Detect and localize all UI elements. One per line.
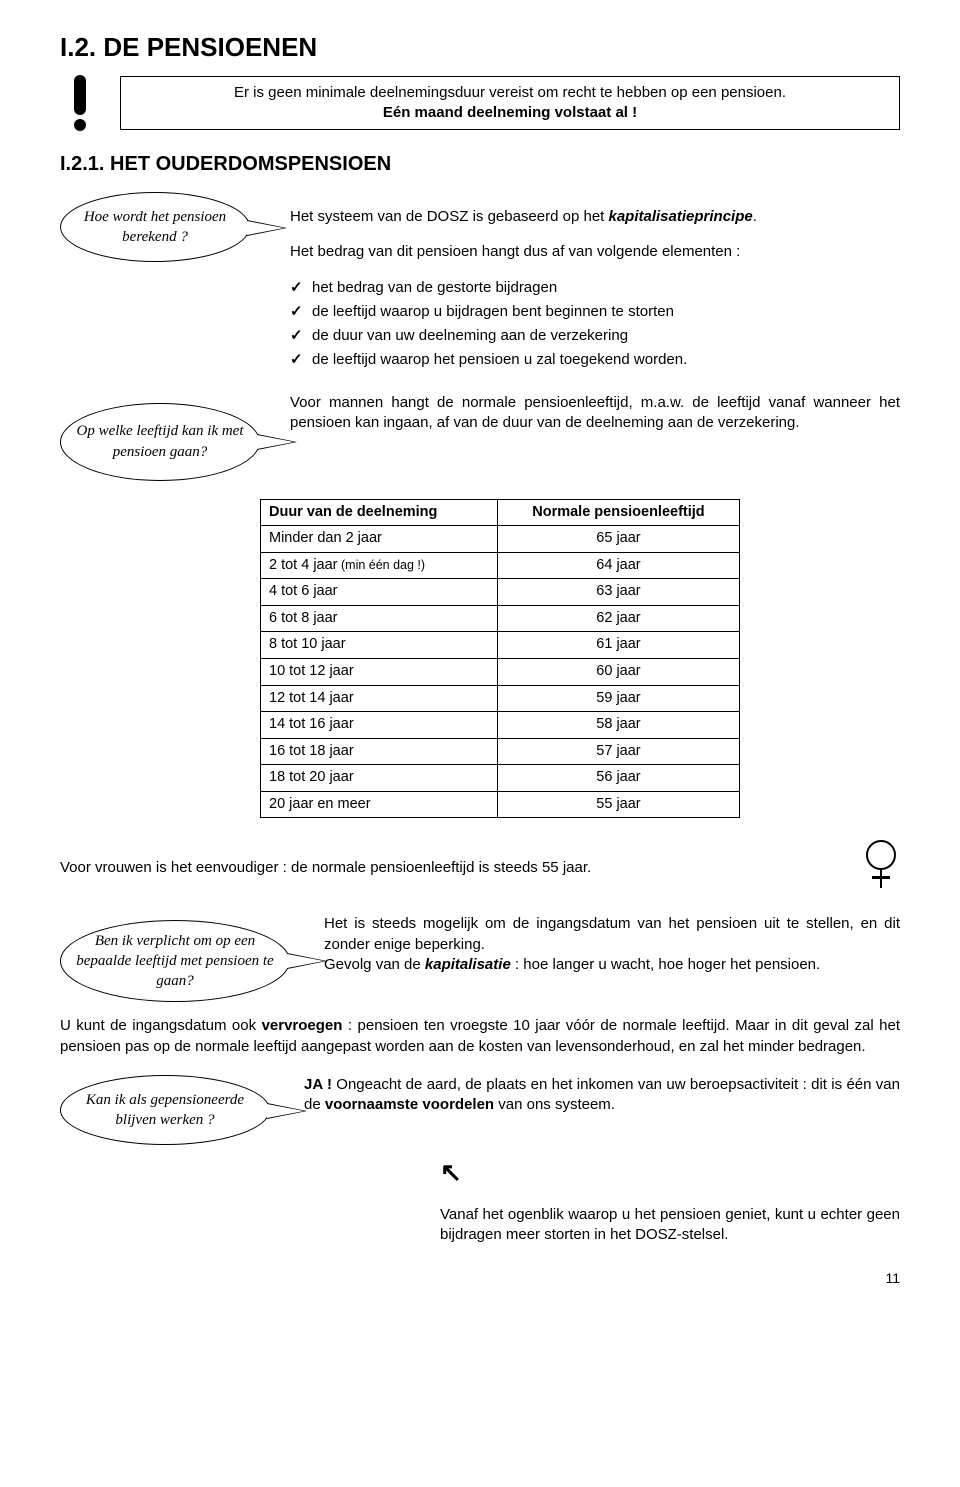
age-text: Voor mannen hangt de normale pensioenlee… — [290, 393, 900, 434]
table-row: 2 tot 4 jaar (min één dag !) 64 jaar — [261, 552, 740, 579]
speech-bubble-1: Hoe wordt het pensioen berekend ? — [60, 192, 250, 262]
duration-table: Duur van de deelneming Normale pensioenl… — [260, 499, 740, 819]
cell: 61 jaar — [497, 632, 739, 659]
cell: 57 jaar — [497, 738, 739, 765]
bubble-3-text: Ben ik verplicht om op een bepaalde leef… — [71, 931, 279, 992]
speech-bubble-4: Kan ik als gepensioneerde blijven werken… — [60, 1075, 270, 1145]
system-line-em: kapitalisatieprincipe — [609, 208, 753, 225]
table-row: 20 jaar en meer 55 jaar — [261, 791, 740, 818]
main-title: I.2. DE PENSIOENEN — [60, 30, 900, 65]
note-row: Er is geen minimale deelnemingsduur vere… — [60, 75, 900, 131]
cell: 14 tot 16 jaar — [269, 716, 354, 732]
bullet-item: het bedrag van de gestorte bijdragen — [290, 278, 900, 298]
women-text: Voor vrouwen is het eenvoudiger : de nor… — [60, 858, 844, 878]
cell: 65 jaar — [497, 526, 739, 553]
cell: 60 jaar — [497, 658, 739, 685]
kan-row: Kan ik als gepensioneerde blijven werken… — [60, 1075, 900, 1145]
women-row: Voor vrouwen is het eenvoudiger : de nor… — [60, 840, 900, 896]
table-row: 12 tot 14 jaar 59 jaar — [261, 685, 740, 712]
bullet-item: de leeftijd waarop het pensioen u zal to… — [290, 350, 900, 370]
cell-small: (min één dag !) — [338, 558, 426, 572]
table-row: 18 tot 20 jaar 56 jaar — [261, 765, 740, 792]
table-row: 6 tot 8 jaar 62 jaar — [261, 605, 740, 632]
oblig-post: : hoe langer u wacht, hoe hoger het pens… — [511, 956, 820, 973]
system-line-pre: Het systeem van de DOSZ is gebaseerd op … — [290, 208, 609, 225]
kan-text: JA ! Ongeacht de aard, de plaats en het … — [304, 1075, 900, 1116]
cell: 63 jaar — [497, 579, 739, 606]
exclamation-icon — [60, 75, 100, 131]
cell: 56 jaar — [497, 765, 739, 792]
oblig-em: kapitalisatie — [425, 956, 511, 973]
vervroegen-em: vervroegen — [262, 1017, 343, 1034]
cell: 59 jaar — [497, 685, 739, 712]
obligated-row: Ben ik verplicht om op een bepaalde leef… — [60, 914, 900, 1002]
age-row: Op welke leeftijd kan ik met pensioen ga… — [60, 393, 900, 481]
cell: 4 tot 6 jaar — [269, 583, 338, 599]
speech-bubble-2: Op welke leeftijd kan ik met pensioen ga… — [60, 403, 260, 481]
duration-table-wrap: Duur van de deelneming Normale pensioenl… — [260, 499, 740, 819]
bullet-item: de duur van uw deelneming aan de verzeke… — [290, 326, 900, 346]
cell: 18 tot 20 jaar — [269, 769, 354, 785]
bullet-item: de leeftijd waarop u bijdragen bent begi… — [290, 302, 900, 322]
speech-bubble-3: Ben ik verplicht om op een bepaalde leef… — [60, 920, 290, 1002]
cell: 2 tot 4 jaar — [269, 557, 338, 573]
cell: 8 tot 10 jaar — [269, 636, 346, 652]
ja-tail: van ons systeem. — [494, 1096, 615, 1113]
ja-em: voornaamste voordelen — [325, 1096, 494, 1113]
subtitle: I.2.1. HET OUDERDOMSPENSIOEN — [60, 151, 900, 178]
cell: 62 jaar — [497, 605, 739, 632]
table-row: 14 tot 16 jaar 58 jaar — [261, 712, 740, 739]
system-line: Het systeem van de DOSZ is gebaseerd op … — [290, 207, 900, 227]
cell: 64 jaar — [497, 552, 739, 579]
table-header-col2: Normale pensioenleeftijd — [497, 499, 739, 526]
vervroegen-pre: U kunt de ingangsdatum ook — [60, 1017, 262, 1034]
note-box: Er is geen minimale deelnemingsduur vere… — [120, 76, 900, 131]
note-line-2: Eén maand deelneming volstaat al ! — [131, 103, 889, 123]
cell: 6 tot 8 jaar — [269, 610, 338, 626]
arrow-icon: ↖ — [440, 1155, 900, 1190]
bullets-list: het bedrag van de gestorte bijdragen de … — [290, 278, 900, 371]
table-row: 16 tot 18 jaar 57 jaar — [261, 738, 740, 765]
table-header-col1: Duur van de deelneming — [261, 499, 498, 526]
bedrag-intro: Het bedrag van dit pensioen hangt dus af… — [290, 242, 900, 262]
note-line-1: Er is geen minimale deelnemingsduur vere… — [131, 83, 889, 103]
vanaf-text: Vanaf het ogenblik waarop u het pensioen… — [440, 1205, 900, 1246]
page-number: 11 — [60, 1269, 900, 1288]
cell: 20 jaar en meer — [269, 796, 371, 812]
cell: 10 tot 12 jaar — [269, 663, 354, 679]
cell: 16 tot 18 jaar — [269, 743, 354, 759]
intro-row: Hoe wordt het pensioen berekend ? Het sy… — [60, 192, 900, 375]
table-row: 8 tot 10 jaar 61 jaar — [261, 632, 740, 659]
cell: 55 jaar — [497, 791, 739, 818]
table-row: 4 tot 6 jaar 63 jaar — [261, 579, 740, 606]
cell: 58 jaar — [497, 712, 739, 739]
bubble-1-text: Hoe wordt het pensioen berekend ? — [71, 207, 239, 248]
system-line-post: . — [753, 208, 757, 225]
female-symbol-icon — [862, 840, 900, 896]
obligated-text: Het is steeds mogelijk om de ingangsdatu… — [324, 914, 900, 975]
bubble-2-text: Op welke leeftijd kan ik met pensioen ga… — [71, 421, 249, 462]
cell: Minder dan 2 jaar — [269, 530, 382, 546]
ja-bold: JA ! — [304, 1076, 332, 1093]
cell: 12 tot 14 jaar — [269, 690, 354, 706]
table-row: 10 tot 12 jaar 60 jaar — [261, 658, 740, 685]
table-row: Minder dan 2 jaar 65 jaar — [261, 526, 740, 553]
bubble-4-text: Kan ik als gepensioneerde blijven werken… — [71, 1090, 259, 1131]
vervroegen-paragraph: U kunt de ingangsdatum ook vervroegen : … — [60, 1016, 900, 1057]
